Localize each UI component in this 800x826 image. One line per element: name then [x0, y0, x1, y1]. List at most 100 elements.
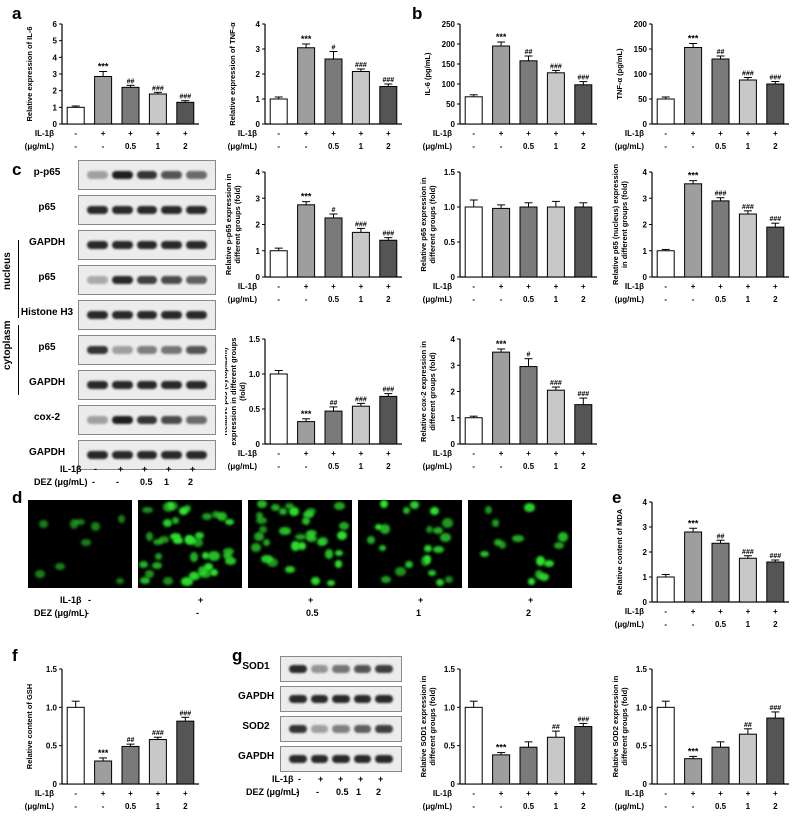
significance-label: *** — [301, 409, 312, 419]
dez-value: 1 — [746, 295, 751, 304]
il1b-value: + — [378, 774, 384, 784]
blot-band — [289, 665, 307, 673]
significance-label: ### — [152, 730, 164, 737]
bar — [656, 576, 675, 603]
cell — [512, 535, 525, 542]
blot-band — [289, 755, 307, 763]
blot-band — [87, 381, 108, 389]
dez-value: 1 — [359, 142, 364, 151]
blot-row-label: cox-2 — [33, 412, 61, 423]
significance-label: ### — [179, 94, 191, 101]
y-axis-label: Relative p65 expression indifferent grou… — [420, 177, 437, 272]
bar — [711, 58, 730, 125]
dez-value: 1 — [554, 142, 559, 151]
blot-band — [186, 276, 207, 284]
dez-label-g: DEZ (μg/mL) — [246, 787, 300, 797]
y-tick-label: 2 — [643, 548, 648, 557]
il1b-value: + — [746, 607, 751, 616]
il1b-value: + — [128, 789, 133, 798]
dez-value: - — [86, 608, 89, 618]
blot-band — [161, 381, 183, 389]
il1b-value: - — [472, 449, 475, 458]
il1b-row-label: IL-1β — [625, 129, 644, 138]
cell — [183, 505, 192, 513]
y-tick-label: 150 — [442, 60, 456, 69]
dez-value: 0.5 — [328, 462, 340, 471]
cell — [170, 533, 182, 541]
cell — [284, 566, 295, 573]
cell — [145, 570, 154, 578]
cell — [334, 560, 343, 568]
significance-label: ### — [355, 396, 367, 403]
cell — [38, 519, 49, 528]
cell — [395, 567, 406, 576]
significance-label: ### — [152, 85, 164, 92]
dez-value: - — [692, 295, 695, 304]
significance-label: *** — [98, 748, 109, 758]
blot-band — [186, 381, 207, 389]
il1b-value: + — [318, 774, 324, 784]
chart-p65-nucleus: Relative p65 (nucleus) expressionin diff… — [612, 164, 789, 304]
cell — [152, 561, 163, 570]
cell — [254, 531, 264, 541]
il1b-value: + — [101, 789, 106, 798]
bar — [492, 351, 511, 445]
il1b-value: + — [526, 129, 531, 138]
y-axis-label: Relative expression of IL-6 — [25, 26, 34, 121]
y-tick-label: 150 — [634, 45, 648, 54]
y-tick-label: 0.5 — [444, 742, 456, 751]
y-tick-label: 1.5 — [444, 665, 456, 674]
il1b-value: + — [581, 449, 586, 458]
il1b-value: + — [386, 282, 391, 291]
y-tick-label: 0 — [256, 273, 261, 282]
cell — [256, 516, 268, 525]
dez-row-label: DEZ (μg/mL) — [420, 802, 452, 811]
cell — [146, 532, 154, 541]
cell — [527, 578, 535, 585]
cell — [380, 500, 388, 509]
bar — [269, 98, 288, 125]
cell — [557, 532, 568, 542]
dez-value: 0.5 — [715, 295, 727, 304]
significance-label: ### — [769, 553, 781, 560]
cell — [444, 575, 453, 584]
blot-band-row — [280, 656, 402, 682]
y-axis-label: Relative p-p65 expression indifferent gr… — [225, 173, 242, 275]
blot-band — [111, 346, 133, 354]
il1b-value: + — [118, 464, 124, 474]
il1b-value: + — [554, 789, 559, 798]
cell — [201, 513, 212, 521]
bar — [379, 395, 398, 445]
dez-row-label: DEZ (μg/mL) — [225, 295, 257, 304]
dez-value: - — [664, 295, 667, 304]
blot-row-label: GAPDH — [28, 377, 66, 388]
dez-label-d: DEZ (μg/mL) — [34, 608, 88, 618]
y-tick-label: 3 — [643, 523, 648, 532]
dez-value: - — [472, 802, 475, 811]
significance-label: # — [332, 45, 336, 52]
y-tick-label: 4 — [451, 335, 456, 344]
cell — [426, 525, 434, 534]
bar — [464, 96, 483, 125]
significance-label: ## — [127, 737, 135, 744]
chart-sod2: Relative SOD2 expression indifferent gro… — [612, 665, 789, 811]
bar — [574, 726, 593, 785]
bar — [148, 739, 167, 785]
blot-band — [136, 171, 158, 179]
cell — [190, 572, 201, 580]
bar — [574, 404, 593, 445]
blot-band — [186, 416, 207, 424]
dez-value: - — [472, 142, 475, 151]
blot-band — [353, 755, 372, 763]
dez-value: - — [92, 477, 95, 487]
y-tick-label: 1.5 — [249, 335, 261, 344]
cell — [262, 538, 270, 547]
cell — [375, 523, 383, 530]
significance-label: ### — [715, 191, 727, 198]
blot-band — [186, 311, 207, 319]
cell — [208, 551, 220, 561]
blot-band — [111, 451, 133, 459]
dez-value: 0.5 — [715, 620, 727, 629]
il1b-value: + — [331, 129, 336, 138]
cell — [298, 542, 307, 551]
